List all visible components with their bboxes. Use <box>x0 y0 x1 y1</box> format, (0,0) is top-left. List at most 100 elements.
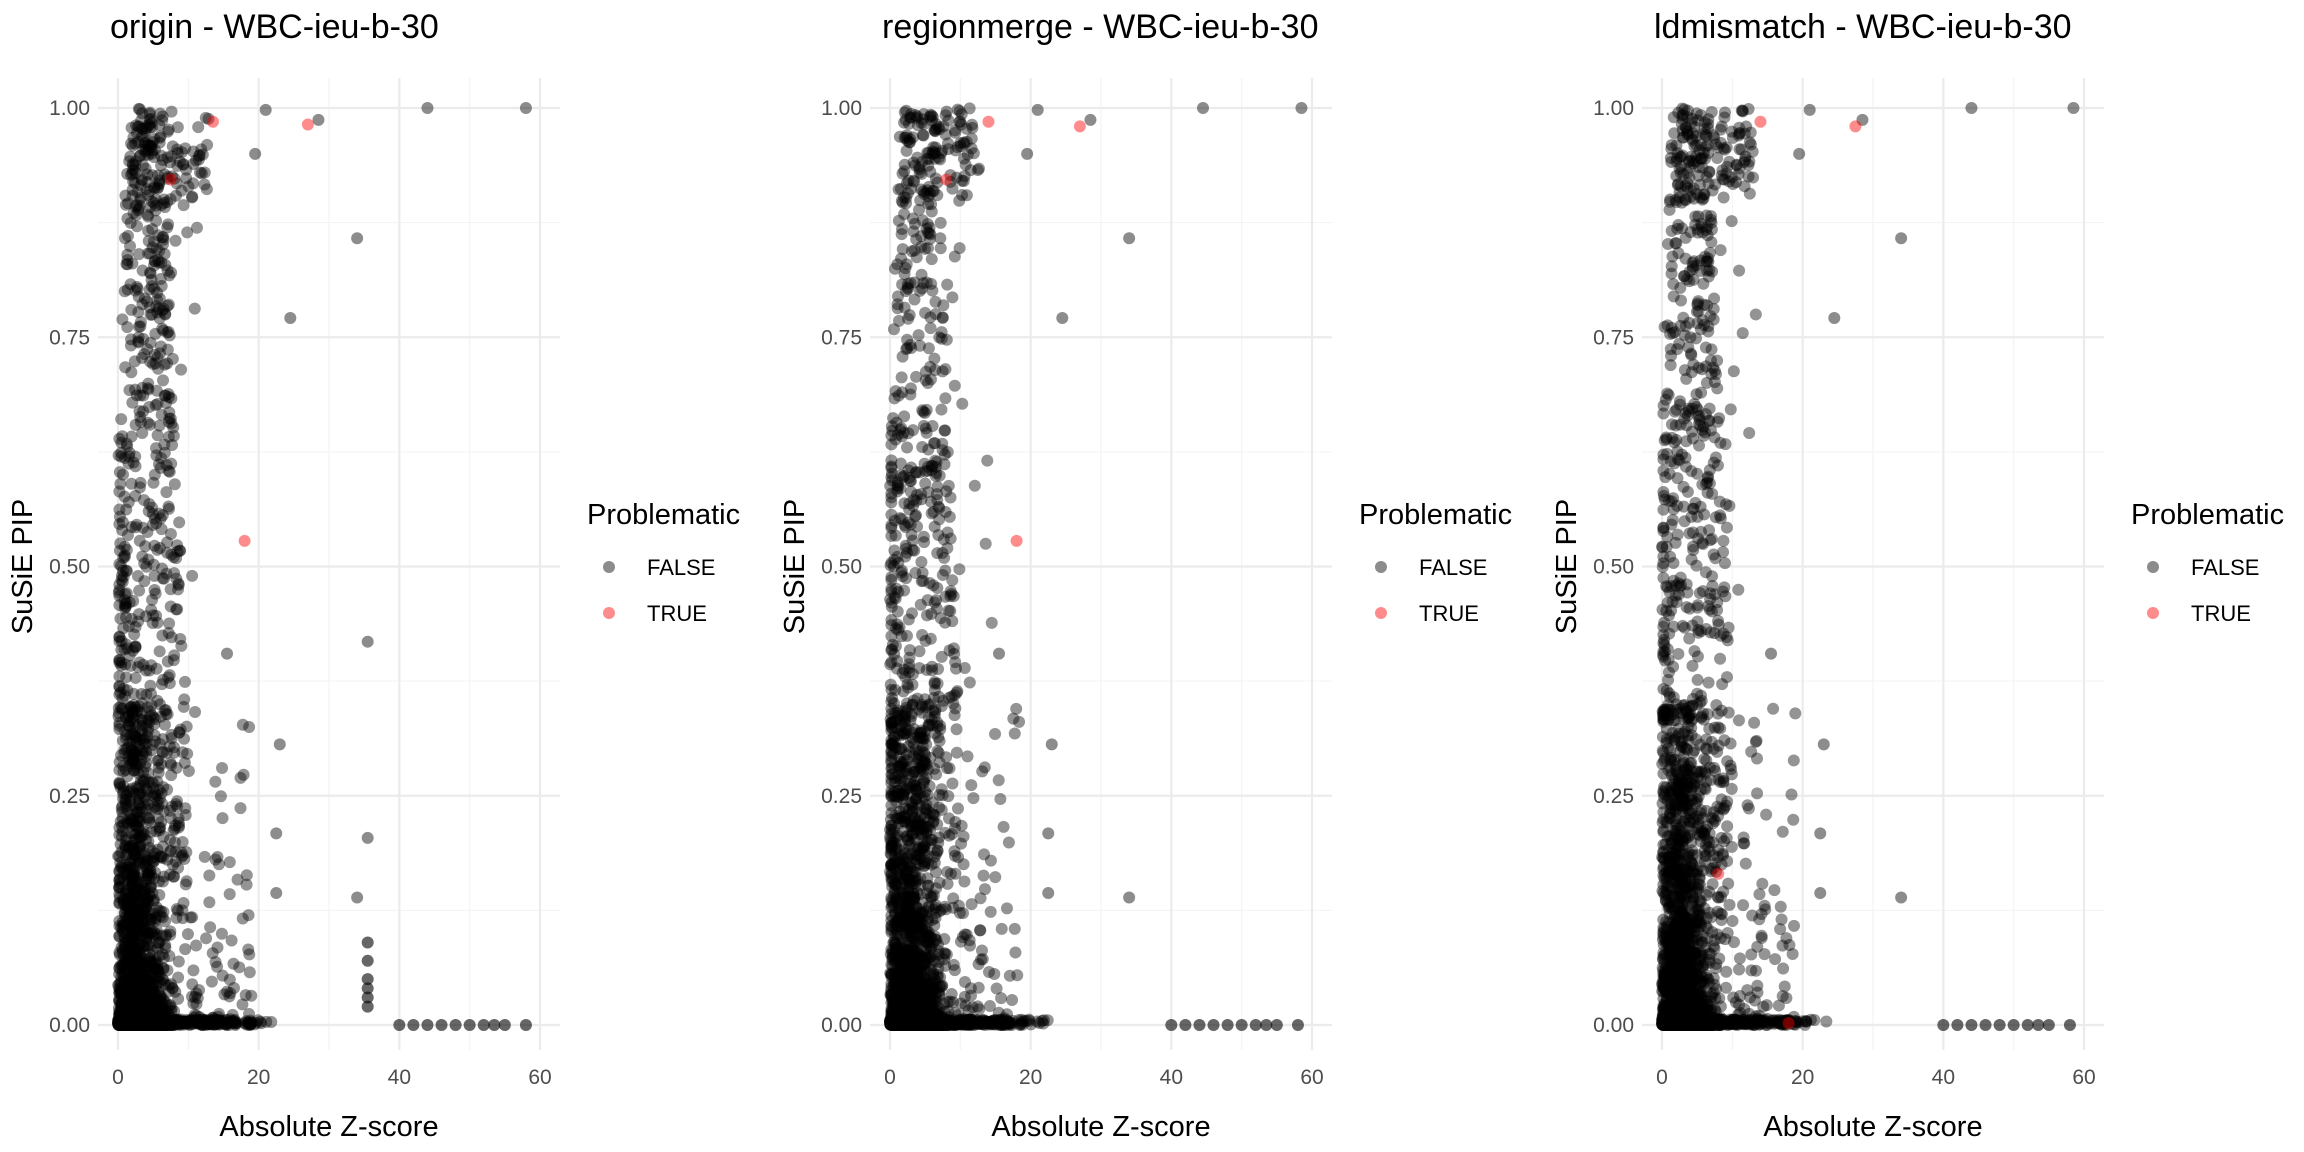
point-false <box>148 1014 161 1027</box>
point-false <box>120 953 133 966</box>
point-false <box>118 1018 131 1031</box>
point-false <box>113 1008 126 1021</box>
point-false <box>132 938 145 951</box>
point-false <box>121 912 134 925</box>
point-false <box>120 728 133 741</box>
point-false <box>158 572 171 585</box>
point-false <box>128 848 141 861</box>
point-false <box>142 1015 155 1028</box>
point-false <box>361 954 374 967</box>
point-false <box>134 1018 147 1031</box>
point-false <box>145 880 158 893</box>
point-false <box>133 1018 146 1031</box>
point-false <box>131 185 144 198</box>
point-false <box>152 1018 165 1031</box>
point-false <box>127 999 140 1012</box>
point-false <box>140 1019 153 1031</box>
point-false <box>115 997 128 1010</box>
point-false <box>140 1018 153 1031</box>
point-false <box>149 1017 162 1030</box>
point-false <box>225 934 238 947</box>
point-false <box>130 1014 143 1027</box>
legend-label-false: FALSE <box>647 555 715 580</box>
point-false <box>144 679 157 692</box>
point-false <box>150 1005 163 1018</box>
x-tick-label: 40 <box>388 1066 411 1089</box>
point-false <box>121 1018 134 1031</box>
point-false <box>161 783 174 796</box>
point-false <box>124 278 137 291</box>
point-false <box>201 138 214 151</box>
point-false <box>135 985 148 998</box>
points-false <box>112 102 532 1031</box>
point-false <box>133 1018 146 1031</box>
point-false <box>167 551 180 564</box>
point-false <box>162 1007 175 1020</box>
point-false <box>134 1019 147 1031</box>
point-false <box>118 967 131 980</box>
point-false <box>118 919 131 932</box>
point-false <box>132 955 145 968</box>
point-false <box>127 881 140 894</box>
point-false <box>141 714 154 727</box>
point-false <box>233 961 246 974</box>
point-false <box>147 476 160 489</box>
point-false <box>136 1012 149 1025</box>
point-false <box>240 878 253 891</box>
point-false <box>130 1018 143 1031</box>
point-false <box>144 1018 157 1031</box>
point-false <box>139 162 152 175</box>
point-false <box>134 1018 147 1031</box>
point-false <box>146 1018 159 1031</box>
point-false <box>164 845 177 858</box>
point-false <box>148 539 161 552</box>
point-false <box>273 738 286 751</box>
point-false <box>143 1013 156 1026</box>
point-false <box>156 911 169 924</box>
point-false <box>204 1018 217 1031</box>
point-false <box>134 1001 147 1014</box>
point-false <box>146 802 159 815</box>
point-false <box>151 1002 164 1015</box>
point-false <box>141 1010 154 1023</box>
point-false <box>160 997 173 1010</box>
point-false <box>135 130 148 143</box>
point-false <box>119 732 132 745</box>
point-false <box>171 800 184 813</box>
point-false <box>127 1009 140 1022</box>
point-false <box>137 1018 150 1031</box>
point-false <box>168 478 181 491</box>
point-false <box>125 1018 138 1031</box>
point-false <box>140 1017 153 1030</box>
point-false <box>184 911 197 924</box>
point-false <box>216 762 229 775</box>
point-false <box>174 632 187 645</box>
point-false <box>128 955 141 968</box>
point-false <box>119 992 132 1005</box>
point-false <box>161 357 174 370</box>
y-tick-label: 0.00 <box>49 1014 90 1037</box>
point-false <box>147 855 160 868</box>
point-false <box>158 704 171 717</box>
point-false <box>117 1018 130 1031</box>
point-false <box>243 721 256 734</box>
point-false <box>127 1013 140 1026</box>
point-false <box>153 1018 166 1031</box>
point-false <box>242 943 255 956</box>
point-false <box>120 1018 133 1031</box>
point-false <box>129 1017 142 1030</box>
point-false <box>154 1007 167 1020</box>
point-false <box>135 1018 148 1031</box>
point-false <box>407 1019 420 1031</box>
point-false <box>134 986 147 999</box>
point-false <box>137 825 150 838</box>
point-false <box>128 1018 141 1031</box>
point-false <box>234 802 247 815</box>
point-false <box>132 1019 145 1031</box>
point-false <box>184 1018 197 1031</box>
point-false <box>187 964 200 977</box>
point-false <box>133 103 146 116</box>
point-false <box>131 1013 144 1026</box>
point-false <box>125 997 138 1010</box>
